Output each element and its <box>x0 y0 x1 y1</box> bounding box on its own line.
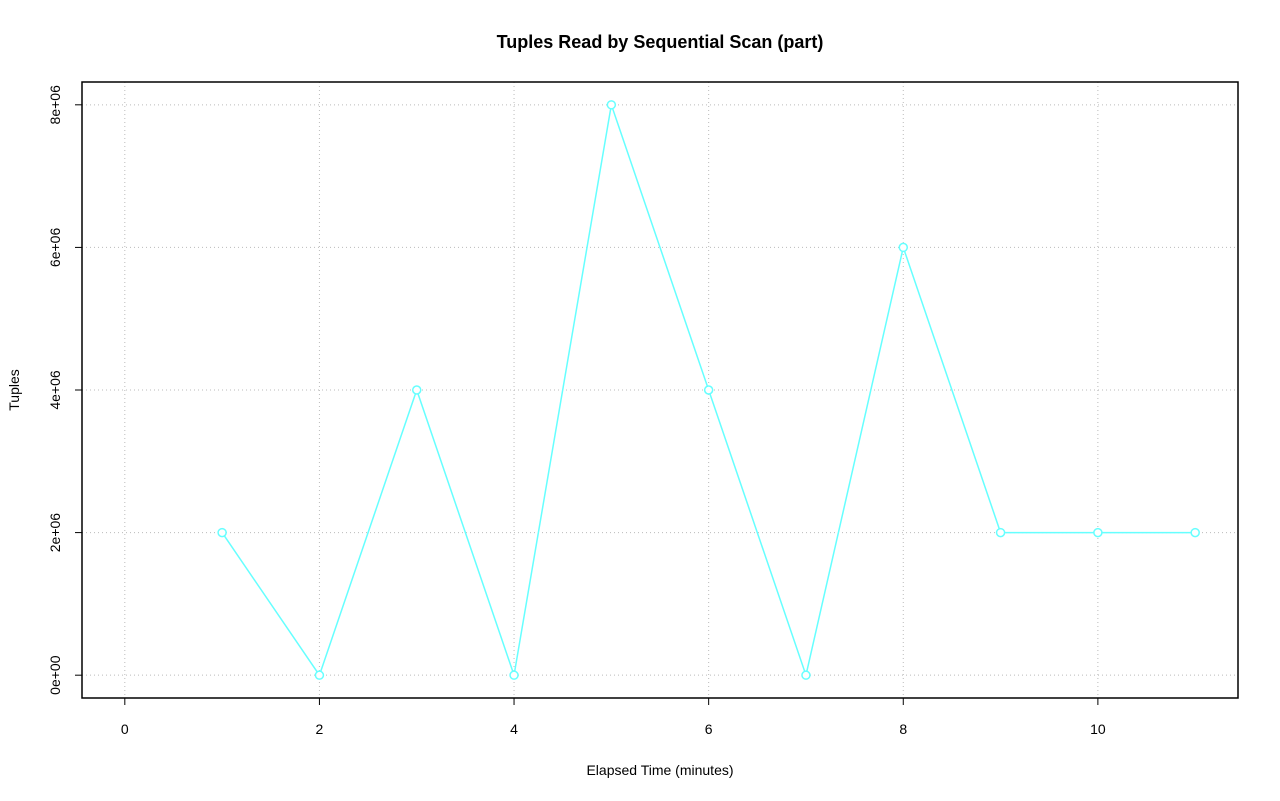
y-tick-label: 4e+06 <box>47 370 63 410</box>
x-tick-label: 0 <box>121 721 129 737</box>
data-point <box>801 670 811 680</box>
x-tick-label: 4 <box>510 721 518 737</box>
y-axis-label: Tuples <box>6 369 22 411</box>
y-tick-label: 6e+06 <box>47 228 63 268</box>
chart-title: Tuples Read by Sequential Scan (part) <box>497 32 824 52</box>
data-point <box>217 527 227 538</box>
data-point <box>1190 527 1200 538</box>
y-tick-label: 0e+00 <box>47 655 63 695</box>
y-tick-label: 8e+06 <box>47 85 63 125</box>
x-tick-label: 2 <box>316 721 324 737</box>
x-tick-label: 8 <box>899 721 907 737</box>
x-axis-label: Elapsed Time (minutes) <box>586 762 733 778</box>
plot-frame <box>81 81 1239 699</box>
data-point <box>606 100 617 110</box>
data-point <box>411 385 422 395</box>
data-point <box>314 670 325 680</box>
data-point <box>1093 527 1103 538</box>
data-point <box>898 242 909 253</box>
data-point <box>509 670 519 680</box>
data-point <box>703 385 714 395</box>
x-tick-label: 6 <box>705 721 713 737</box>
x-tick-label: 10 <box>1090 721 1106 737</box>
data-point <box>995 527 1006 538</box>
y-tick-label: 2e+06 <box>47 513 63 553</box>
